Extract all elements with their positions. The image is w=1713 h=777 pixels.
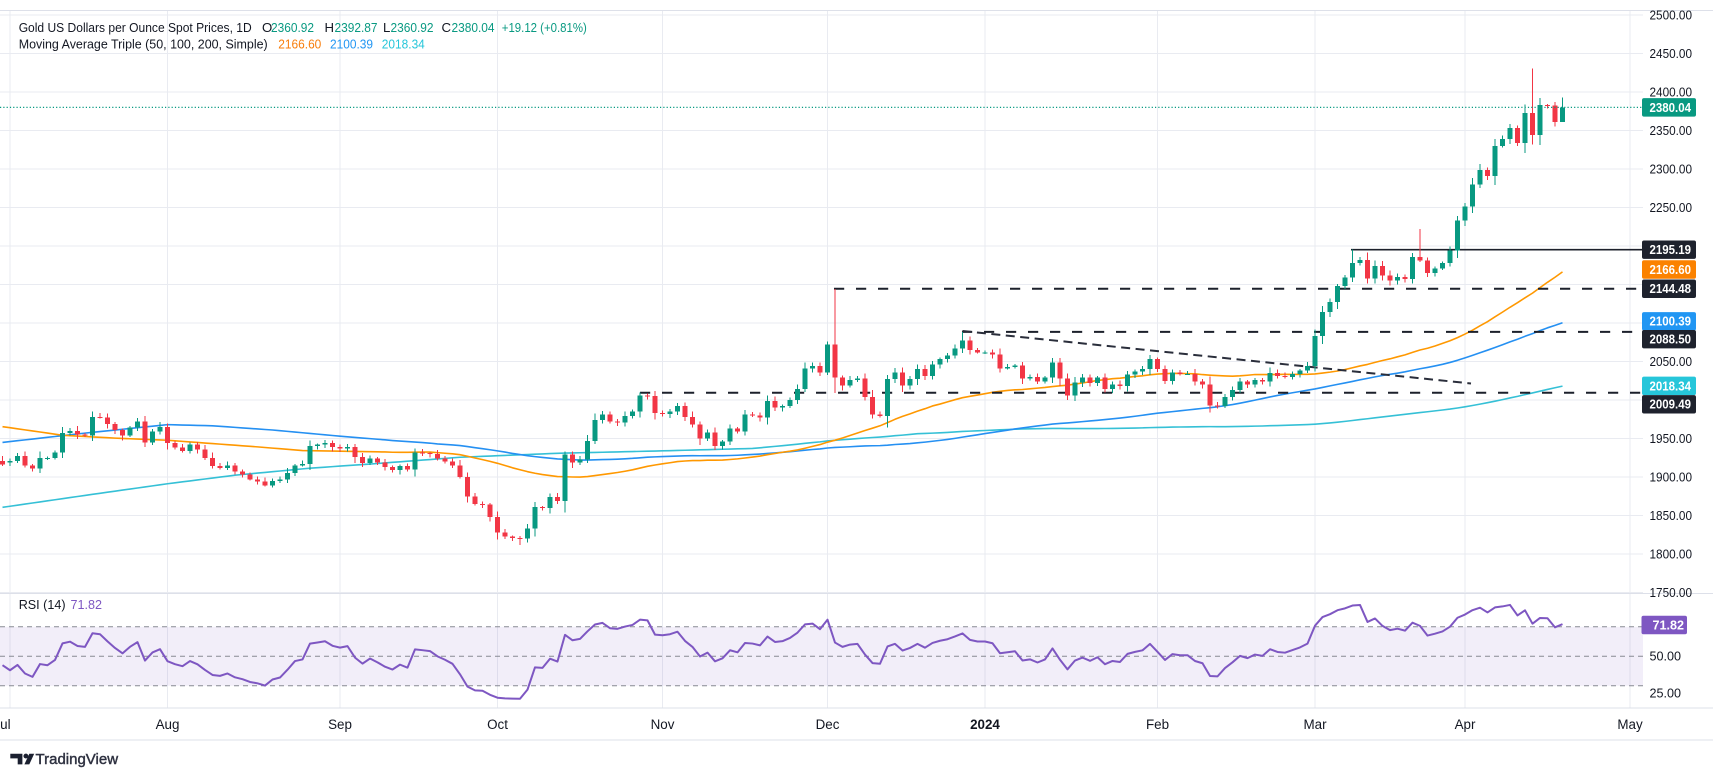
svg-text:2050.00: 2050.00 <box>1650 355 1693 369</box>
svg-text:Oct: Oct <box>487 717 508 732</box>
svg-text:Jul: Jul <box>0 717 11 732</box>
svg-text:2360.92: 2360.92 <box>391 20 434 35</box>
svg-text:Nov: Nov <box>651 717 675 732</box>
svg-text:2400.00: 2400.00 <box>1650 85 1693 99</box>
svg-text:Aug: Aug <box>156 717 180 732</box>
svg-text:2250.00: 2250.00 <box>1650 201 1693 215</box>
svg-text:TradingView: TradingView <box>36 751 119 768</box>
svg-text:2392.87: 2392.87 <box>335 20 378 35</box>
svg-text:L: L <box>383 20 390 35</box>
svg-text:2018.34: 2018.34 <box>382 37 425 52</box>
svg-text:Moving Average Triple (50, 100: Moving Average Triple (50, 100, 200, Sim… <box>19 37 268 52</box>
svg-text:2100.39: 2100.39 <box>1650 315 1692 329</box>
svg-text:O: O <box>262 20 272 35</box>
svg-text:2360.92: 2360.92 <box>271 20 314 35</box>
svg-text:C: C <box>442 20 452 35</box>
svg-text:1800.00: 1800.00 <box>1650 547 1693 561</box>
svg-text:May: May <box>1617 717 1643 732</box>
svg-text:2500.00: 2500.00 <box>1650 8 1693 22</box>
svg-text:2100.39: 2100.39 <box>330 37 373 52</box>
svg-text:2450.00: 2450.00 <box>1650 47 1693 61</box>
svg-text:2380.04: 2380.04 <box>452 20 495 35</box>
svg-text:50.00: 50.00 <box>1650 650 1682 664</box>
svg-text:1850.00: 1850.00 <box>1650 509 1693 523</box>
svg-text:2195.19: 2195.19 <box>1650 243 1692 257</box>
svg-text:H: H <box>325 20 335 35</box>
svg-text:2380.04: 2380.04 <box>1650 101 1692 115</box>
svg-text:1900.00: 1900.00 <box>1650 470 1693 484</box>
svg-text:2018.34: 2018.34 <box>1650 379 1692 393</box>
svg-text:Gold US Dollars per Ounce Spot: Gold US Dollars per Ounce Spot Prices, 1… <box>19 20 252 35</box>
svg-text:Mar: Mar <box>1303 717 1327 732</box>
svg-text:71.82: 71.82 <box>71 598 103 612</box>
svg-text:+19.12 (+0.81%): +19.12 (+0.81%) <box>502 20 587 35</box>
svg-text:2009.49: 2009.49 <box>1650 398 1692 412</box>
svg-text:Apr: Apr <box>1455 717 1476 732</box>
svg-text:1950.00: 1950.00 <box>1650 432 1693 446</box>
svg-text:1750.00: 1750.00 <box>1650 586 1693 600</box>
svg-text:2024: 2024 <box>970 717 1000 732</box>
svg-text:2088.50: 2088.50 <box>1650 333 1692 347</box>
svg-text:25.00: 25.00 <box>1650 687 1682 701</box>
svg-text:2350.00: 2350.00 <box>1650 124 1693 138</box>
svg-text:Feb: Feb <box>1146 717 1169 732</box>
svg-text:2166.60: 2166.60 <box>1650 263 1692 277</box>
svg-text:2300.00: 2300.00 <box>1650 162 1693 176</box>
svg-text:2166.60: 2166.60 <box>278 37 321 52</box>
svg-text:Dec: Dec <box>816 717 840 732</box>
svg-text:Sep: Sep <box>328 717 352 732</box>
svg-text:RSI (14): RSI (14) <box>19 598 66 612</box>
svg-text:2144.48: 2144.48 <box>1650 282 1692 296</box>
svg-text:71.82: 71.82 <box>1653 618 1685 632</box>
